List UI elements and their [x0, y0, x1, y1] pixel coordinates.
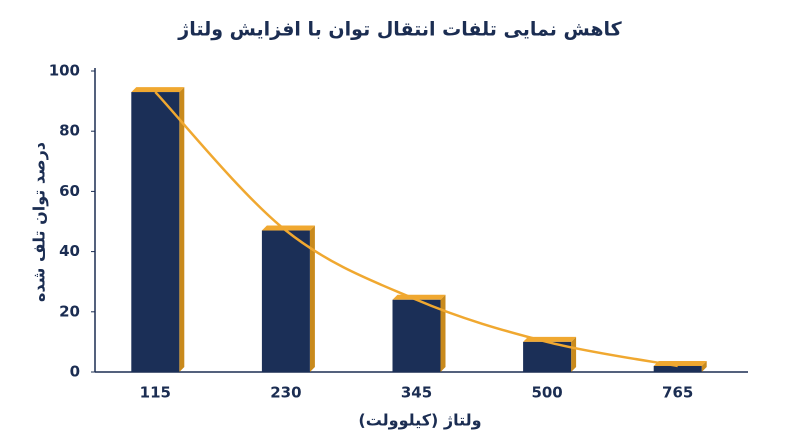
y-tick-label: 40 — [59, 242, 80, 260]
x-axis-label: ولتاژ (کیلوولت) — [358, 411, 481, 430]
y-tick-label: 60 — [59, 182, 80, 200]
bar-side — [179, 87, 185, 372]
x-tick-label: 765 — [662, 384, 693, 402]
x-tick-label: 345 — [401, 384, 432, 402]
bar-side — [309, 225, 315, 372]
chart-title: کاهش نمایی تلفات انتقال توان با افزایش و… — [177, 19, 622, 41]
bar — [523, 341, 572, 372]
bar-side — [571, 336, 577, 372]
bar-side — [440, 294, 446, 372]
x-tick-label: 115 — [140, 384, 171, 402]
y-tick-label: 100 — [49, 62, 80, 80]
bar-top — [261, 225, 315, 231]
bar-top — [392, 294, 446, 300]
trend-curve — [154, 91, 678, 368]
x-tick-label: 500 — [531, 384, 562, 402]
x-tick-label: 230 — [270, 384, 301, 402]
y-tick-label: 0 — [70, 363, 80, 381]
bar — [392, 299, 441, 372]
bar — [131, 92, 180, 372]
y-tick-label: 80 — [59, 122, 80, 140]
bar-side — [701, 360, 707, 372]
bar-top — [131, 87, 185, 93]
y-axis-label: درصد توان تلف شده — [30, 142, 49, 302]
bar — [261, 230, 310, 372]
y-tick-label: 20 — [59, 302, 80, 320]
bar — [653, 365, 702, 372]
